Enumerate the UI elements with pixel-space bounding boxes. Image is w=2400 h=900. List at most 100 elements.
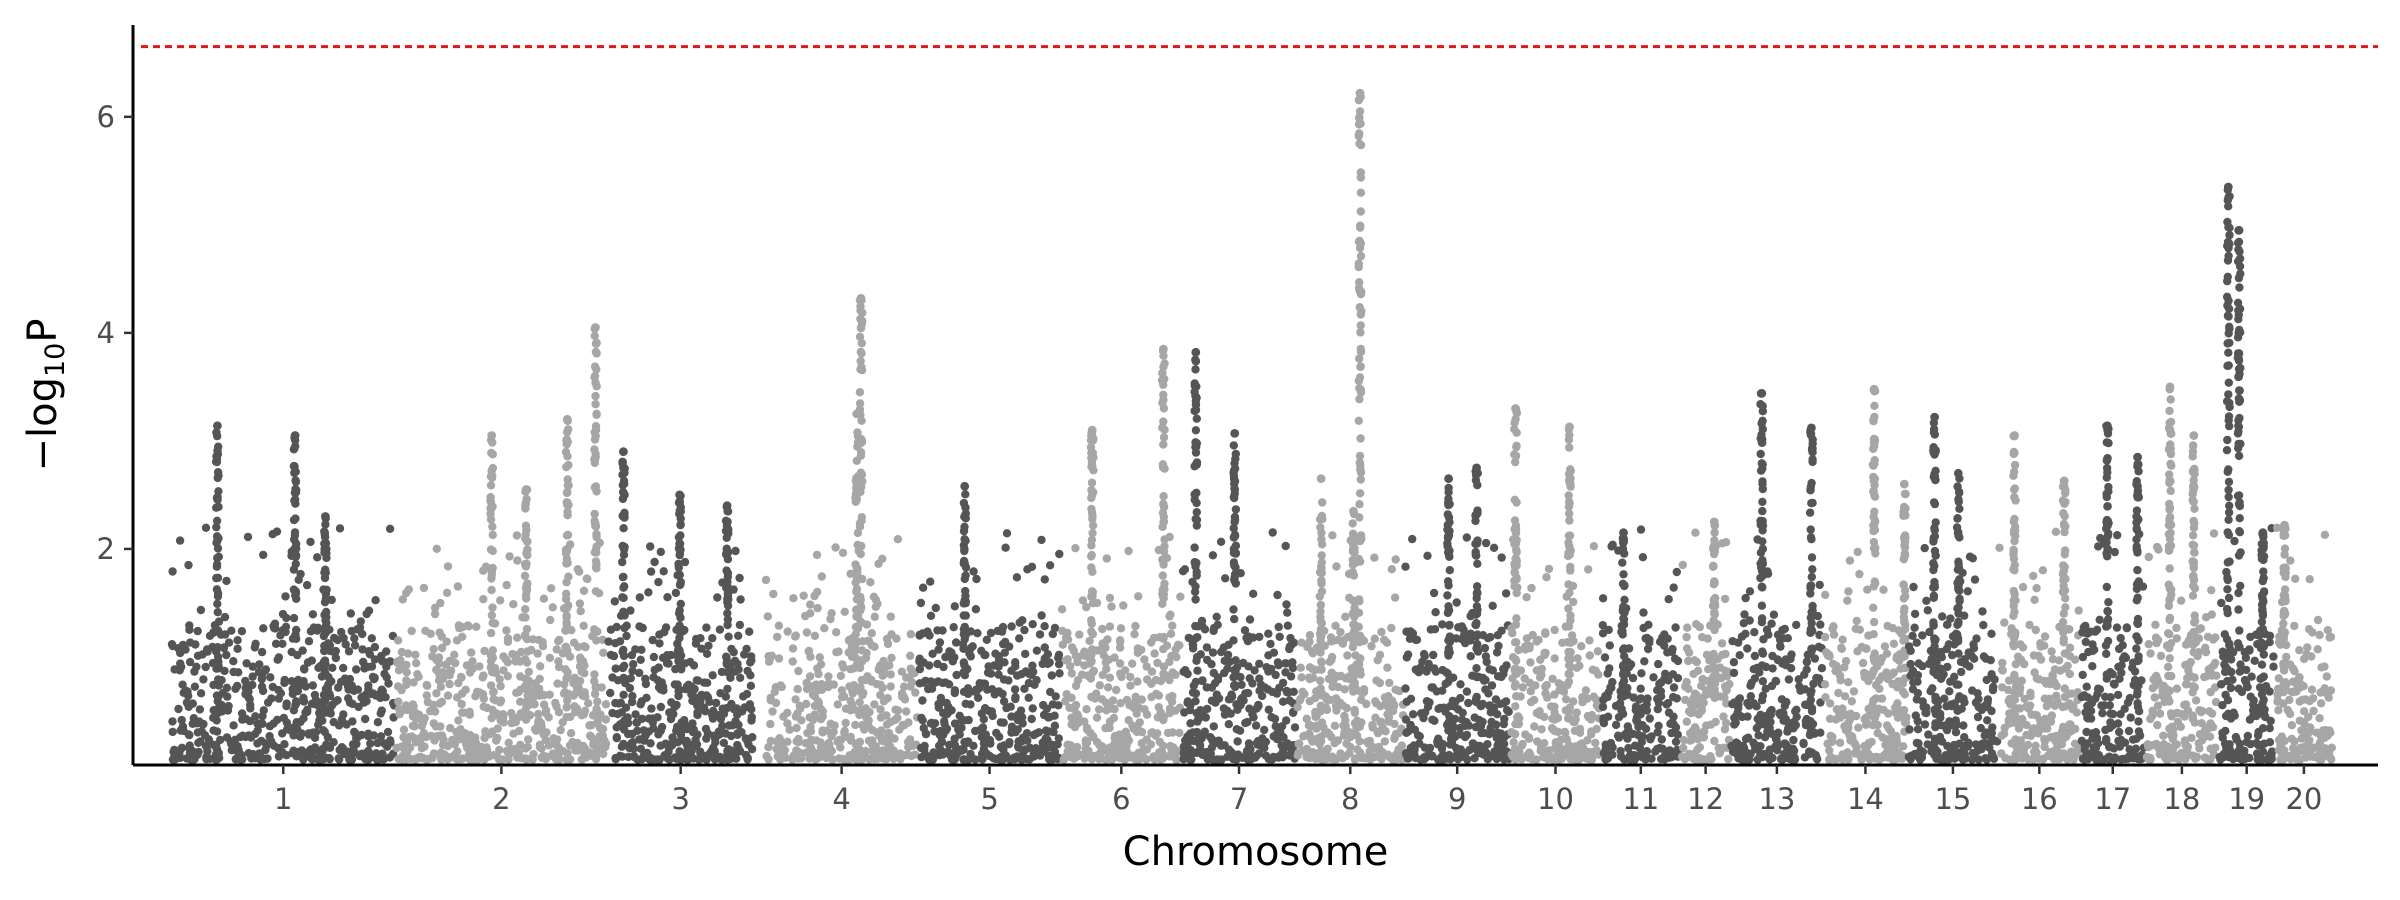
snp-point — [1317, 632, 1326, 641]
snp-point — [394, 697, 403, 706]
snp-point — [522, 583, 531, 592]
snp-point — [1669, 683, 1679, 692]
snp-point — [1584, 565, 1593, 574]
snp-point — [911, 688, 920, 697]
snp-point — [883, 694, 892, 703]
snp-point — [1229, 472, 1239, 481]
snp-point — [950, 686, 960, 695]
snp-point — [853, 540, 862, 550]
snp-point — [1429, 650, 1438, 660]
snp-point — [1159, 404, 1169, 413]
snp-point — [1191, 405, 1201, 415]
snp-point — [564, 572, 573, 581]
snp-point — [1401, 562, 1410, 571]
snp-point — [1681, 682, 1690, 691]
snp-point — [1641, 754, 1650, 764]
snp-point — [723, 615, 733, 624]
snp-point — [1357, 287, 1366, 296]
snp-point — [1550, 702, 1559, 711]
snp-point — [1160, 359, 1169, 368]
snp-point — [1242, 749, 1251, 758]
snp-point — [1264, 651, 1273, 660]
snp-point — [1054, 701, 1063, 710]
snp-point — [852, 661, 861, 671]
snp-point — [1510, 516, 1520, 525]
snp-point — [212, 573, 221, 583]
snp-point — [1624, 731, 1633, 740]
snp-point — [580, 750, 589, 759]
snp-point — [1248, 633, 1258, 642]
snp-point — [740, 650, 749, 659]
snp-point — [586, 751, 596, 760]
snp-point — [1603, 712, 1613, 721]
snp-point — [296, 569, 305, 579]
snp-point — [1591, 666, 1600, 675]
snp-point — [1089, 488, 1098, 497]
snp-point — [274, 694, 283, 703]
snp-point — [853, 428, 862, 437]
snp-point — [403, 649, 413, 658]
snp-point — [1028, 620, 1037, 629]
snp-point — [237, 709, 247, 718]
snp-point — [1230, 665, 1239, 675]
snp-point — [1251, 721, 1261, 730]
snp-point — [1087, 563, 1096, 572]
chromosome-7-points — [1178, 347, 1300, 764]
snp-point — [190, 667, 199, 676]
snp-point — [1283, 608, 1292, 617]
snp-point — [1411, 753, 1420, 763]
peak-point — [1355, 88, 1365, 98]
snp-point — [1658, 744, 1667, 753]
snp-point — [807, 682, 816, 691]
chromosome-12-points — [1677, 517, 1734, 764]
snp-point — [1112, 685, 1121, 695]
snp-point — [1614, 713, 1624, 722]
snp-point — [535, 674, 544, 683]
snp-point — [584, 699, 593, 708]
snp-point — [320, 704, 329, 713]
snp-point — [1356, 119, 1365, 128]
snp-point — [1420, 743, 1430, 752]
snp-point — [1664, 595, 1673, 604]
snp-point — [1355, 687, 1365, 696]
snp-point — [994, 687, 1004, 696]
snp-point — [1266, 639, 1275, 649]
snp-point — [1035, 630, 1045, 639]
snp-point — [1601, 740, 1610, 749]
snp-point — [1618, 579, 1628, 588]
snp-point — [1166, 629, 1176, 638]
snp-point — [1216, 537, 1226, 546]
snp-point — [486, 650, 495, 660]
snp-point — [867, 629, 876, 638]
snp-point — [1619, 676, 1629, 686]
snp-point — [592, 529, 601, 539]
snp-point — [287, 647, 296, 657]
snp-point — [783, 737, 792, 746]
snp-point — [1660, 755, 1669, 764]
snp-point — [846, 569, 855, 578]
snp-point — [328, 663, 337, 672]
snp-point — [356, 617, 365, 626]
snp-point — [1190, 379, 1199, 388]
snp-point — [1533, 737, 1542, 746]
snp-point — [503, 672, 512, 681]
snp-point — [1317, 691, 1326, 700]
snp-point — [1486, 723, 1495, 733]
snp-point — [386, 738, 395, 747]
snp-point — [1444, 483, 1453, 493]
snp-point — [685, 657, 695, 667]
snp-point — [1620, 608, 1629, 617]
snp-point — [1109, 740, 1119, 749]
snp-point — [516, 740, 525, 750]
snp-point — [1001, 543, 1010, 552]
snp-point — [177, 743, 187, 752]
snp-point — [1229, 605, 1238, 614]
snp-point — [653, 713, 662, 722]
snp-point — [631, 710, 640, 719]
snp-point — [718, 721, 727, 731]
snp-point — [1061, 697, 1070, 706]
snp-point — [1564, 491, 1573, 500]
snp-point — [1598, 702, 1608, 712]
snp-point — [489, 688, 498, 697]
snp-point — [851, 653, 860, 663]
